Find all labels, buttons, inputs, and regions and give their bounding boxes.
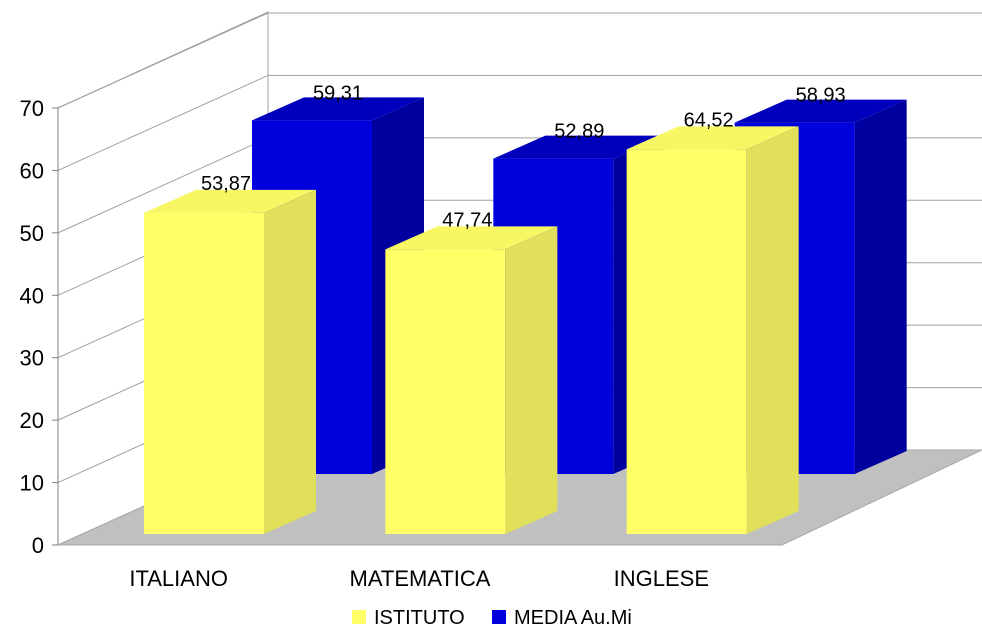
gridline-side [57, 137, 269, 234]
x-category-label: MATEMATICA [350, 566, 491, 591]
bar-top-face [734, 99, 907, 123]
legend-label: ISTITUTO [374, 607, 465, 629]
gridline-side [57, 74, 269, 171]
y-tick-label: 0 [32, 533, 44, 558]
bar-top-face [385, 226, 558, 250]
y-tick-label: 60 [20, 158, 44, 183]
legend-label: MEDIA Au.Mi [514, 607, 632, 629]
data-label: 47,74 [442, 209, 492, 231]
data-label: 64,52 [684, 109, 734, 131]
bar-front-face [385, 249, 506, 534]
gridline-side [57, 12, 269, 109]
y-tick-label: 50 [20, 221, 44, 246]
y-tick-label: 20 [20, 408, 44, 433]
bar-top-face [626, 126, 799, 150]
bar-side-face [746, 126, 799, 534]
chart-labels: 0 10 20 30 40 50 60 70 59,31 53,87 ITALIANO 52,89 47… [20, 82, 846, 591]
chart-legend: ISTITUTO MEDIA Au.Mi [352, 607, 632, 629]
legend-swatch [352, 610, 366, 624]
data-label: 52,89 [554, 121, 604, 143]
x-category-label: ITALIANO [129, 566, 228, 591]
bar-front-face [144, 212, 264, 534]
data-label: 58,93 [796, 85, 846, 107]
legend-swatch [492, 610, 506, 624]
bar-top-face [493, 135, 666, 159]
bar-front-face [626, 149, 747, 534]
bar-side-face [264, 189, 316, 534]
data-label: 59,31 [313, 82, 363, 104]
bar-istituto-inglese [626, 126, 799, 534]
bar-top-face [144, 189, 316, 213]
data-label: 53,87 [201, 173, 251, 195]
y-tick-label: 30 [20, 346, 44, 371]
chart-bars [144, 97, 907, 534]
y-tick-label: 40 [20, 283, 44, 308]
x-category-label: INGLESE [614, 566, 709, 591]
bar-istituto-matematica [385, 226, 558, 534]
bar-side-face [854, 99, 907, 475]
y-tick-label: 10 [20, 471, 44, 496]
y-tick-label: 70 [20, 96, 44, 121]
bar-top-face [252, 97, 424, 121]
bar-istituto-italiano [144, 189, 316, 534]
bar-side-face [505, 226, 558, 534]
